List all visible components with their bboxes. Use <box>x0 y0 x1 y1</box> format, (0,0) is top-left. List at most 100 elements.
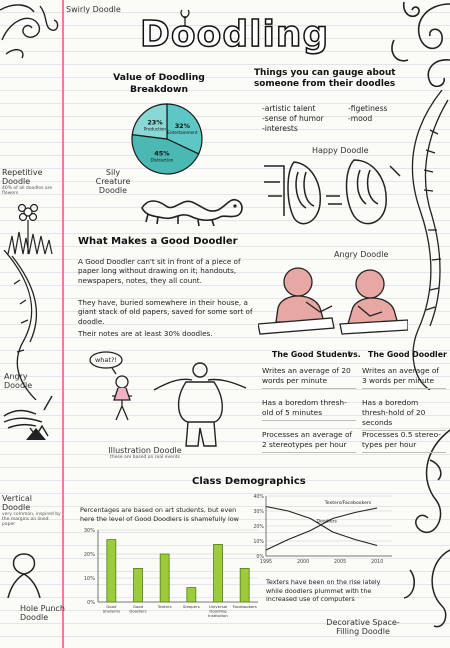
doodler-fact-1: Writes an average of 3 words per minute <box>362 366 446 389</box>
page-title: Doodling <box>139 13 330 56</box>
trait-item: -mood <box>348 114 373 123</box>
bar-category-label: Good <box>133 604 144 609</box>
pie-slice <box>166 103 203 155</box>
line-series-label: Doodlers <box>316 519 337 525</box>
happy-angry-faces-drawing <box>264 159 401 225</box>
bar-category-label: Good <box>106 604 117 609</box>
line-series <box>265 505 378 547</box>
decorative-space-filling-drawing <box>403 429 450 628</box>
trait-item: -figetiness <box>348 104 388 113</box>
stick-figure-drawing: what?! <box>89 351 132 421</box>
sily-creature-doodle-label: Sily Creature Doodle <box>95 168 131 195</box>
line-chart-caption: Texters have been on the rise lately whi… <box>266 578 381 603</box>
bar-category-label: Sleepers <box>183 604 200 609</box>
bar-category-label: Universal <box>209 604 227 609</box>
student-fact-3: Processes an average of 2 stereotypes pe… <box>262 430 356 453</box>
line-y-tick-label: 40% <box>253 494 264 500</box>
repetitive-doodle-label: Repetitive Doodle 40% of all doodles are… <box>2 168 64 196</box>
trait-item: -interests <box>262 124 298 133</box>
bar-mark <box>186 587 197 603</box>
line-x-tick-label: 2005 <box>334 559 346 565</box>
decorative-vine-drawing <box>411 90 449 390</box>
bar-chart-caption: Percentages are based on art students, b… <box>80 506 239 523</box>
value-of-doodling-pie-chart: 32%Entertainment 45%Distraction 23%Product… <box>131 103 203 175</box>
left-swirl-drawing <box>3 250 38 400</box>
vertical-doodle-note: very common, inspired by the margins on … <box>2 512 61 527</box>
title-sprout-icon <box>180 9 190 26</box>
notebook-margin-line <box>62 0 64 648</box>
good-student-heading: The Good Student <box>272 350 352 359</box>
line-y-tick-label: 10% <box>253 539 264 545</box>
illustration-doodle-note: these are based on real events <box>110 455 180 460</box>
student-fact-1: Writes an average of 20 words per minute <box>262 366 356 389</box>
illustration-doodle-label: Illustration Doodle these are based on r… <box>90 446 200 460</box>
line-x-tick-label: 2010 <box>371 559 383 565</box>
angry-doodle-left-drawing <box>3 395 53 440</box>
vertical-doodle-label: Vertical Doodle very common, inspired by… <box>2 494 62 527</box>
good-doodler-paragraph-3: Their notes are at least 30% doodles. <box>78 329 213 338</box>
illustration-figure-drawing <box>153 362 247 447</box>
line-y-tick-label: 20% <box>253 524 264 530</box>
gauge-section-title: Things you can gauge about someone from … <box>254 68 396 89</box>
good-doodler-title: What Makes a Good Doodler <box>78 236 238 247</box>
traits-list-left: -artistic talent -sense of humor -intere… <box>262 104 324 134</box>
class-demographics-bar-chart: 30%20%10%0%GoodStudentsGoodDoodlersTexte… <box>84 528 258 618</box>
bar-category-label: Institution <box>208 613 228 618</box>
happy-doodle-label: Happy Doodle <box>312 146 369 155</box>
pie-value-label: 45% <box>154 149 170 157</box>
bar-category-label: Doodling <box>209 609 227 614</box>
pie-slice-label: Entertainment <box>167 130 198 135</box>
repetitive-doodle-title: Repetitive Doodle <box>2 168 43 186</box>
class-demographics-title: Class Demographics <box>192 476 306 487</box>
bar-category-label: Texters <box>157 604 172 609</box>
bar-mark <box>133 568 143 603</box>
good-doodler-heading: The Good Doodler <box>368 350 447 359</box>
swirly-doodle-drawing <box>0 4 59 59</box>
value-of-doodling-title: Value of Doodling Breakdown <box>113 72 205 95</box>
line-y-tick-label: 30% <box>253 509 264 515</box>
doodler-fact-3: Processes 0.5 stereo-types per hour <box>362 430 446 453</box>
bar-mark <box>106 539 117 603</box>
good-doodler-paragraph-1: A Good Doodler can't sit in front of a p… <box>78 257 241 285</box>
repetitive-flower-drawing <box>7 203 53 255</box>
pie-slice-label: Distraction <box>151 157 174 162</box>
line-y-tick-label: 0% <box>256 554 264 560</box>
bar-mark <box>239 568 250 603</box>
swirly-doodle-label: Swirly Doodle <box>66 5 121 14</box>
versus-label: vs. <box>348 350 361 359</box>
bar-category-label: Students <box>103 609 120 614</box>
repetitive-doodle-note: 40% of all doodles are flowers <box>2 186 53 196</box>
line-x-tick-label: 2000 <box>297 559 309 565</box>
good-doodler-paragraph-2: They have, buried somewhere in their hou… <box>78 298 253 326</box>
pie-slice <box>131 103 168 140</box>
pie-value-label: 23% <box>147 118 163 126</box>
illustration-doodle-title: Illustration Doodle <box>108 446 182 455</box>
bar-y-tick-label: 30% <box>84 528 95 534</box>
trait-item: -artistic talent <box>262 104 316 113</box>
pie-value-label: 32% <box>175 122 191 130</box>
texters-vs-doodlers-line-chart: 40% 30% 20% 10% 0%1995 2000 2005 2010 Texters/Fa… <box>253 494 392 565</box>
bar-category-label: Doodlers <box>129 609 146 614</box>
speech-bubble-text: what?! <box>95 356 117 364</box>
line-series-label: Texters/Facebookers <box>324 500 372 506</box>
angry-doodle-left-label: Angry Doodle <box>4 372 33 390</box>
bar-mark <box>213 543 223 603</box>
pie-slice <box>131 133 200 175</box>
hole-punch-doodle-drawing <box>7 553 41 599</box>
corner-swirl-drawing <box>391 1 450 88</box>
trait-item: -sense of humor <box>262 114 324 123</box>
students-at-desk-drawing <box>258 267 408 335</box>
bar-mark <box>159 553 170 603</box>
decorative-doodle-label: Decorative Space-Filling Doodle <box>326 618 400 636</box>
traits-list-right: -figetiness -mood <box>348 104 388 124</box>
line-series <box>265 507 378 551</box>
bar-category-label: Facebookers <box>233 604 257 609</box>
hole-punch-doodle-label: Hole Punch Doodle <box>20 604 65 622</box>
bar-y-tick-label: 10% <box>84 576 95 582</box>
line-x-tick-label: 1995 <box>260 559 272 565</box>
student-fact-2: Has a boredom thresh-old of 5 minutes <box>262 398 356 421</box>
pie-slice-label: Production <box>144 126 167 131</box>
sily-creature-drawing <box>141 198 243 226</box>
angry-doodle-right-label: Angry Doodle <box>334 250 389 259</box>
vertical-doodle-title: Vertical Doodle <box>2 494 32 512</box>
